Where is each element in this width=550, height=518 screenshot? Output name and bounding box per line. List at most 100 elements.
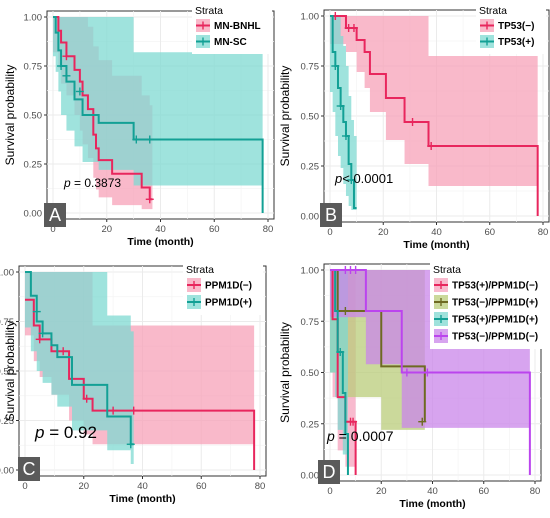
x-tick-label: 80 [263, 224, 274, 235]
y-tick-label: 0.00 [0, 466, 14, 477]
y-axis-title: Survival probability [278, 66, 292, 167]
y-tick-label: 0.75 [301, 317, 320, 328]
y-tick-label: 0.00 [24, 209, 43, 220]
legend-label: PPM1D(+) [205, 298, 252, 309]
x-tick-label: 60 [478, 486, 489, 497]
p-value: p = 0.0007 [326, 428, 394, 444]
x-tick-label: 20 [376, 486, 387, 497]
legend-label: TP53(−)/PPM1D(+) [452, 298, 538, 309]
censor-mark [57, 62, 66, 70]
survival-curve-2 [25, 271, 134, 446]
censor-mark [59, 347, 68, 356]
legend-label: PPM1D(−) [205, 281, 252, 292]
censor-mark [145, 135, 154, 144]
svg-text:A: A [49, 205, 61, 225]
censor-mark [347, 176, 356, 184]
km-panel-d: 0.00 0.25 0.50 0.75 1.00 0 20 40 60 80 Time (month… [275, 259, 550, 518]
km-chart-c: 0.00 0.25 0.50 0.75 1.00 0 20 40 60 80 Time (month… [0, 263, 267, 505]
censor-mark [109, 406, 118, 415]
y-tick-label: 0.75 [301, 62, 320, 73]
censor-mark [408, 118, 417, 126]
censor-mark [32, 307, 41, 316]
legend-label: TP53(+)/PPM1D(−) [452, 281, 538, 292]
x-tick-label: 60 [209, 224, 220, 235]
svg-text:C: C [23, 459, 36, 479]
x-tick-label: 60 [196, 481, 207, 492]
y-tick-label: 0.25 [301, 419, 320, 430]
censor-mark [82, 394, 91, 403]
panel-letter: C [18, 457, 40, 481]
censor-mark [62, 52, 71, 61]
legend-label: TP53(+)/PPM1D(+) [452, 315, 538, 326]
x-tick-label: 40 [431, 227, 442, 238]
censor-mark [129, 406, 138, 415]
legend-label: MN-BNHL [214, 21, 261, 32]
y-axis-title: Survival probability [3, 65, 17, 166]
x-tick-label: 80 [538, 227, 549, 238]
x-tick-label: 0 [22, 481, 27, 492]
y-axis-title: Survival probability [278, 322, 292, 423]
survival-curve-2 [53, 16, 264, 213]
x-tick-label: 20 [101, 224, 112, 235]
km-chart-d: 0.00 0.25 0.50 0.75 1.00 0 20 40 60 80 Time (month… [278, 263, 542, 510]
y-tick-label: 1.00 [24, 13, 43, 24]
y-tick-label: 0.50 [24, 111, 43, 122]
censor-mark [402, 368, 411, 377]
legend-title: Strata [195, 5, 223, 17]
censor-mark [132, 135, 141, 144]
km-chart-a: 0.00 0.25 0.50 0.75 1.00 0 20 40 60 80 Time (month… [3, 4, 275, 248]
svg-text:D: D [323, 462, 336, 482]
y-tick-label: 0.25 [0, 416, 14, 427]
legend: Strata PPM1D(−) PPM1D(+) [183, 263, 263, 315]
x-tick-label: 20 [378, 227, 389, 238]
km-panel-c: 0.00 0.25 0.50 0.75 1.00 0 20 40 60 80 Time (month… [0, 259, 275, 518]
censor-mark [349, 24, 358, 32]
panel-letter: B [320, 203, 342, 227]
y-tick-label: 0.25 [24, 160, 43, 171]
x-tick-label: 80 [530, 486, 541, 497]
y-tick-label: 1.00 [301, 266, 320, 277]
censor-mark [427, 142, 436, 150]
y-tick-label: 0.50 [301, 368, 320, 379]
censor-mark [341, 307, 350, 315]
km-panel-a: 0.00 0.25 0.50 0.75 1.00 0 20 40 60 80 Time (month… [0, 0, 275, 259]
y-axis-title: Survival probability [3, 321, 17, 422]
legend-title: Strata [433, 264, 461, 276]
censor-mark [336, 102, 345, 110]
x-tick-label: 40 [427, 486, 438, 497]
legend: Strata TP53(+)/PPM1D(−) TP53(−)/PPM1D(+) TP… [430, 263, 542, 349]
x-tick-label: 40 [137, 481, 148, 492]
y-tick-label: 0.50 [301, 112, 320, 123]
y-tick-label: 1.00 [0, 268, 14, 279]
x-axis-title: Time (month) [109, 493, 175, 505]
survival-curve-4 [330, 269, 531, 475]
censor-mark [38, 329, 47, 338]
legend-label: MN-SC [214, 37, 247, 48]
svg-text:B: B [325, 205, 337, 225]
legend: Strata MN-BNHL MN-SC [192, 4, 272, 54]
censor-mark [145, 195, 154, 204]
survival-curve-1 [25, 298, 256, 470]
y-tick-label: 0.00 [301, 212, 320, 223]
panel-letter: A [44, 203, 66, 227]
x-tick-label: 40 [155, 224, 166, 235]
censor-mark [336, 348, 345, 356]
ci-band-1 [330, 16, 538, 186]
panel-letter: D [318, 460, 340, 484]
x-tick-label: 0 [50, 224, 55, 235]
km-chart-b: 0.00 0.25 0.50 0.75 1.00 0 20 40 60 80 Time (month… [278, 4, 550, 251]
censor-mark [62, 71, 71, 80]
x-axis-title: Time (month) [403, 239, 469, 251]
p-value: p< 0.0001 [334, 171, 393, 186]
y-tick-label: 0.50 [0, 367, 14, 378]
x-axis-title: Time (month) [399, 498, 465, 510]
censor-mark [75, 87, 84, 96]
censor-mark [341, 132, 350, 140]
x-axis-title: Time (month) [127, 236, 193, 248]
legend-label: TP53(−)/PPM1D(−) [452, 332, 538, 343]
legend-label: TP53(−) [498, 21, 534, 32]
p-value: p = 0.3873 [63, 176, 121, 190]
x-tick-label: 20 [78, 481, 89, 492]
y-tick-label: 1.00 [301, 12, 320, 23]
censor-mark [349, 417, 358, 426]
